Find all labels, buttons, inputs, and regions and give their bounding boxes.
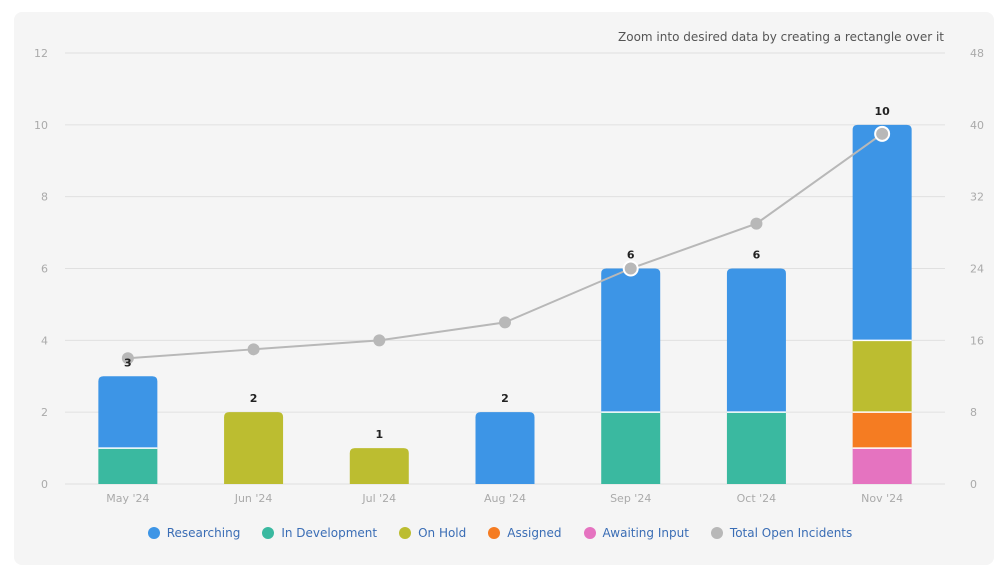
legend-dot-icon xyxy=(710,527,723,539)
legend-label: Total Open Incidents xyxy=(729,526,853,540)
total-label: 2 xyxy=(501,392,509,405)
line-point xyxy=(373,334,386,347)
legend-item-awaiting-input[interactable]: Awaiting Input xyxy=(583,526,689,540)
left-tick-label: 2 xyxy=(41,406,48,419)
line-point xyxy=(499,316,511,329)
left-tick-label: 10 xyxy=(34,119,48,132)
right-tick-label: 16 xyxy=(970,334,984,347)
line-point xyxy=(622,260,639,277)
x-axis-ticks: May '24 Jun '24 Jul '24 Aug '24 Sep '24 Oct '… xyxy=(106,492,903,505)
legend-dot-icon xyxy=(488,527,501,539)
line-point xyxy=(247,343,260,356)
bar-segment-on-hold xyxy=(349,448,409,484)
right-tick-label: 40 xyxy=(970,119,984,132)
line-point xyxy=(874,125,891,142)
x-tick-label: May '24 xyxy=(106,492,149,505)
right-tick-label: 32 xyxy=(970,191,984,204)
legend-dot-icon xyxy=(262,527,275,539)
bar-segment-awaiting-input xyxy=(852,448,912,484)
bar-segment-researching xyxy=(98,376,158,449)
total-label: 10 xyxy=(874,105,890,118)
right-tick-label: 24 xyxy=(970,263,984,276)
total-label: 3 xyxy=(124,356,132,369)
left-tick-label: 12 xyxy=(34,47,48,60)
bar-segment-in-development xyxy=(601,412,661,484)
bar-segment-researching xyxy=(601,268,661,413)
line-point xyxy=(121,352,134,365)
bar-segment-assigned xyxy=(852,412,912,449)
legend-item-in-development[interactable]: In Development xyxy=(262,526,377,540)
bar-segment-researching xyxy=(475,412,535,484)
legend-item-assigned[interactable]: Assigned xyxy=(488,526,562,540)
bars xyxy=(98,124,912,484)
bar-segment-researching xyxy=(852,124,912,341)
legend: Researching In Development On Hold Assig… xyxy=(0,526,1000,540)
bar-segment-in-development xyxy=(98,448,158,484)
right-tick-label: 8 xyxy=(970,406,977,419)
legend-item-researching[interactable]: Researching xyxy=(147,526,241,540)
right-axis-ticks: 0 8 16 24 32 40 48 xyxy=(970,47,984,491)
x-tick-label: Aug '24 xyxy=(484,492,526,505)
legend-item-on-hold[interactable]: On Hold xyxy=(399,526,466,540)
legend-label: In Development xyxy=(281,526,378,540)
right-tick-label: 0 xyxy=(970,478,977,491)
bar-segment-on-hold xyxy=(224,412,284,484)
legend-dot-icon xyxy=(583,527,596,539)
legend-label: Awaiting Input xyxy=(602,526,689,540)
zoom-hint: Zoom into desired data by creating a rec… xyxy=(618,30,944,44)
legend-item-total-open-incidents[interactable]: Total Open Incidents xyxy=(710,526,853,540)
legend-label: Assigned xyxy=(507,526,562,540)
total-label: 2 xyxy=(250,392,258,405)
right-tick-label: 48 xyxy=(970,47,984,60)
left-axis-ticks: 0 2 4 6 8 10 12 xyxy=(34,47,48,491)
x-tick-label: Nov '24 xyxy=(861,492,903,505)
line-point xyxy=(750,217,763,230)
legend-dot-icon xyxy=(147,527,160,539)
x-tick-label: Sep '24 xyxy=(610,492,651,505)
left-tick-label: 4 xyxy=(41,334,48,347)
total-labels: 3 2 1 2 6 6 10 xyxy=(124,105,890,441)
bar-segment-in-development xyxy=(726,412,786,484)
left-tick-label: 8 xyxy=(41,191,48,204)
legend-label: Researching xyxy=(166,526,241,540)
left-tick-label: 6 xyxy=(41,263,48,276)
bar-segment-on-hold xyxy=(852,340,912,413)
total-label: 6 xyxy=(627,249,635,262)
legend-label: On Hold xyxy=(418,526,467,540)
x-tick-label: Jun '24 xyxy=(234,492,273,505)
legend-dot-icon xyxy=(399,527,412,539)
left-tick-label: 0 xyxy=(41,478,48,491)
x-tick-label: Oct '24 xyxy=(737,492,777,505)
total-line xyxy=(121,125,891,365)
bar-segment-researching xyxy=(726,268,786,413)
total-label: 6 xyxy=(753,249,761,262)
x-tick-label: Jul '24 xyxy=(361,492,396,505)
total-label: 1 xyxy=(375,428,383,441)
